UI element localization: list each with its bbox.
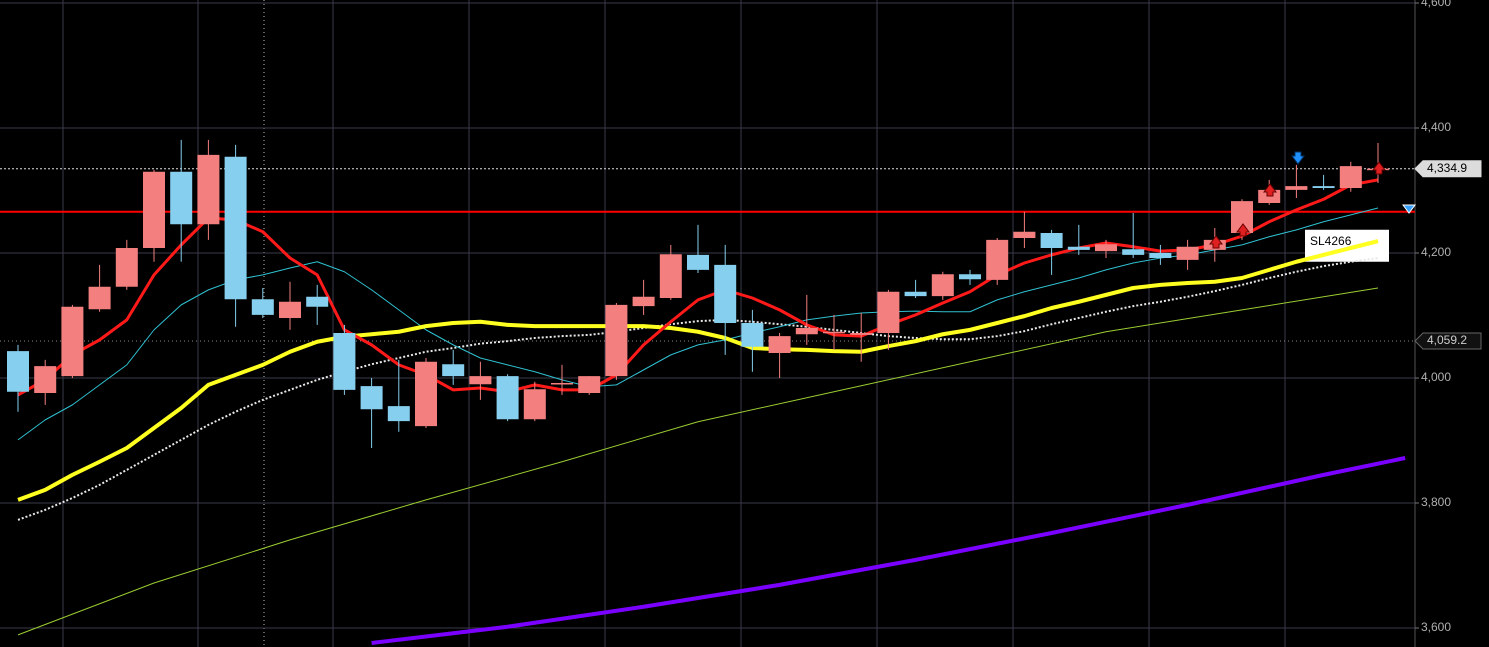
candle-body (578, 376, 601, 393)
candle-body (1013, 231, 1036, 238)
y-tick-label: 4,600 (1421, 0, 1451, 9)
candle-body (115, 248, 138, 287)
y-tick-label: 4,200 (1421, 245, 1451, 259)
candle-body (143, 171, 165, 248)
candle-body (551, 383, 573, 385)
candle-body (795, 328, 818, 335)
moving-average (17, 287, 1379, 636)
candle-body (170, 171, 193, 225)
candle-body (714, 264, 737, 323)
buy-signal (1209, 235, 1223, 249)
moving-average (17, 257, 1379, 521)
candle-body (850, 333, 873, 335)
moving-average (371, 456, 1406, 645)
y-tick-label: 3,800 (1421, 495, 1451, 509)
candle-body (442, 364, 465, 377)
candle-body (387, 406, 410, 422)
candle-body (1176, 246, 1199, 260)
candle-body (333, 333, 356, 390)
candle-body (251, 299, 274, 315)
candle-body (61, 306, 84, 377)
candle-body (496, 376, 519, 420)
y-tick-label: 4,400 (1421, 120, 1451, 134)
y-tick-label: 3,600 (1421, 620, 1451, 634)
candle-body (34, 366, 57, 393)
candle-body (1122, 249, 1145, 255)
signals (1209, 151, 1416, 249)
candle-body (1285, 186, 1308, 190)
price-tag (1414, 332, 1482, 350)
candle-body (1149, 253, 1172, 258)
candle-body (768, 336, 791, 353)
sl-marker (1402, 204, 1416, 214)
candle-body (904, 291, 927, 297)
candle-body (823, 331, 845, 334)
price-label: 4,334.9 (1427, 161, 1467, 175)
candle-body (1040, 233, 1063, 248)
candle-body (959, 274, 981, 280)
candle-body (1067, 246, 1090, 250)
candle-body (197, 154, 220, 225)
buy-signal (1236, 223, 1250, 237)
candle-body (224, 156, 247, 300)
candle-body (605, 304, 628, 377)
buy-signal (1263, 183, 1277, 197)
price-label: 4,059.2 (1427, 333, 1467, 347)
candle-body (877, 291, 900, 333)
sell-signal (1291, 151, 1305, 165)
candle-body (523, 389, 546, 420)
candle-body (931, 274, 954, 297)
candle-body (469, 376, 492, 385)
candle-body (1339, 166, 1362, 188)
candle-body (632, 296, 655, 307)
candle-body (7, 351, 29, 392)
y-tick-label: 4,000 (1421, 370, 1451, 384)
candle-body (415, 361, 437, 427)
candle-body (659, 254, 682, 298)
candle-body (986, 239, 1009, 280)
candle-body (1095, 244, 1117, 252)
candle-body (279, 301, 301, 318)
candle-body (306, 296, 329, 307)
candle-body (88, 286, 111, 310)
candle-body (1231, 201, 1253, 233)
price-tag (1414, 160, 1482, 178)
time-grid (62, 0, 1416, 647)
moving-average (17, 239, 1379, 502)
candle-body (1312, 186, 1335, 188)
buy-signal (1372, 161, 1386, 175)
stop-loss-label: SL4266 (1310, 234, 1352, 248)
candle-body (687, 254, 709, 270)
candle-body (741, 323, 764, 347)
candle-body (360, 386, 383, 410)
